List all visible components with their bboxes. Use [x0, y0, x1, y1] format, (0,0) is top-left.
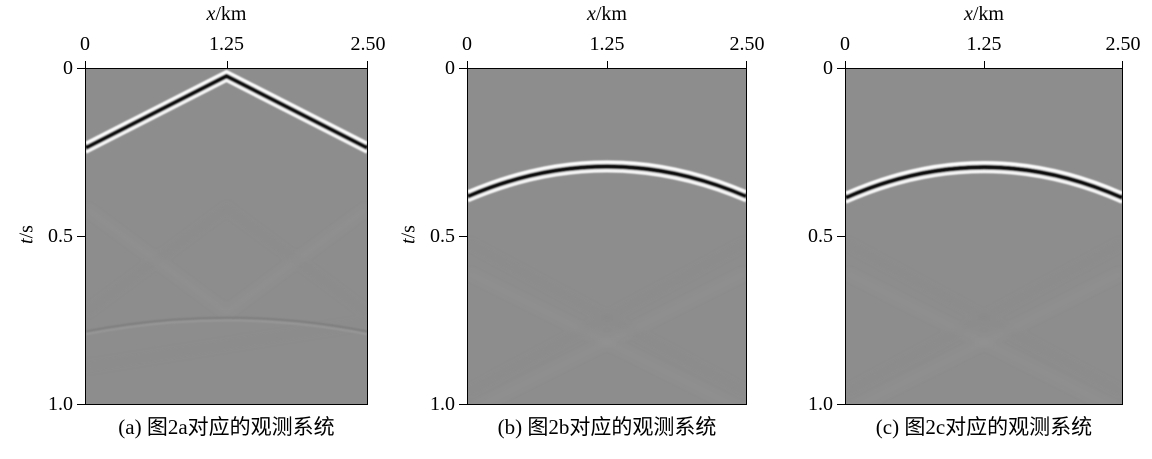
y-tick-label-1.0: 1.0 [430, 393, 455, 415]
seismic-image-a [86, 69, 367, 372]
x-tick-label-1.25: 1.25 [966, 33, 1002, 55]
x-tick-label-0: 0 [80, 33, 90, 55]
hyperbolic-reflection-event [846, 160, 1122, 204]
y-axis-title: t/s [398, 215, 421, 255]
tick-mark [746, 61, 747, 68]
tick-mark [459, 68, 467, 69]
tick-mark [607, 61, 608, 68]
seismic-image-frame [845, 68, 1123, 405]
y-tick-label-0.5: 0.5 [808, 225, 833, 247]
tick-mark [77, 68, 85, 69]
x-tick-label-1.25: 1.25 [589, 33, 625, 55]
x-tick-label-2.50: 2.50 [729, 33, 765, 55]
tick-mark [837, 404, 845, 405]
seismic-panel-b: x/km 0 1.25 2.50 0 0.5 1.0 t/s [398, 0, 765, 459]
background-noise-pattern [468, 239, 746, 404]
y-tick-label-1.0: 1.0 [48, 393, 73, 415]
x-axis-variable: x [206, 3, 216, 25]
tick-mark [845, 61, 846, 68]
y-tick-label-0: 0 [445, 57, 455, 79]
x-axis-variable: x [963, 3, 973, 25]
seismic-panel-a: x/km 0 1.25 2.50 0 0.5 1.0 t/s [16, 0, 386, 459]
direct-wave-v-event [86, 69, 367, 154]
panel-caption-b: (b) 图2b对应的观测系统 [497, 415, 717, 439]
tick-mark [467, 61, 468, 68]
y-axis-unit: /s [15, 225, 38, 239]
background-noise-pattern [86, 203, 367, 372]
y-tick-label-0.5: 0.5 [48, 225, 73, 247]
tick-mark [77, 404, 85, 405]
seismic-panel-c: x/km 0 1.25 2.50 0 0.5 1.0 [808, 0, 1141, 459]
y-axis-unit: /s [397, 225, 420, 239]
tick-mark [77, 236, 85, 237]
tick-mark [367, 61, 368, 68]
x-tick-label-2.50: 2.50 [1105, 33, 1141, 55]
tick-mark [226, 61, 228, 68]
tick-mark [459, 236, 467, 237]
seismic-image-c [846, 160, 1122, 404]
y-axis-variable: t [397, 238, 420, 244]
tick-mark [837, 236, 845, 237]
x-tick-label-1.25: 1.25 [209, 33, 244, 55]
panel-caption-a: (a) 图2a对应的观测系统 [118, 415, 335, 439]
x-axis-title: x/km [467, 3, 747, 26]
x-axis-title: x/km [845, 3, 1123, 26]
ghost-arc-event [86, 316, 367, 336]
seismic-image-frame [467, 68, 747, 405]
tick-mark [1122, 61, 1123, 68]
y-axis-variable: t [15, 238, 38, 244]
x-axis-unit: /km [595, 3, 627, 25]
y-tick-label-1.0: 1.0 [808, 393, 833, 415]
y-axis-title: t/s [16, 215, 39, 255]
seismic-image-frame [85, 68, 368, 405]
x-axis-title: x/km [85, 3, 368, 26]
x-tick-label-0: 0 [462, 33, 472, 55]
y-tick-label-0.5: 0.5 [430, 225, 455, 247]
tick-mark [459, 404, 467, 405]
tick-mark [85, 61, 86, 68]
x-tick-label-0: 0 [840, 33, 850, 55]
y-tick-label-0: 0 [823, 57, 833, 79]
seismic-image-b [468, 160, 746, 404]
x-axis-unit: /km [972, 3, 1004, 25]
x-axis-variable: x [586, 3, 596, 25]
tick-mark [837, 68, 845, 69]
background-noise-pattern [846, 239, 1122, 404]
panel-caption-c: (c) 图2c对应的观测系统 [875, 415, 1093, 439]
x-axis-unit: /km [215, 3, 247, 25]
tick-mark [984, 61, 985, 68]
x-tick-label-2.50: 2.50 [350, 33, 386, 55]
y-tick-label-0: 0 [63, 57, 73, 79]
hyperbolic-reflection-event [468, 160, 746, 203]
